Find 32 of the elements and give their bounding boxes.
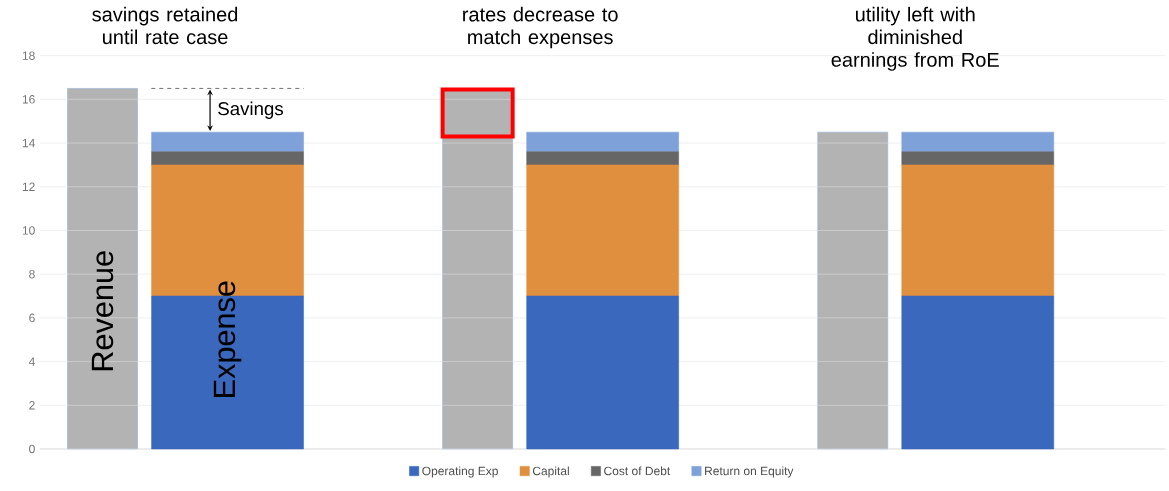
text: savings retained until rate case — [92, 6, 238, 45]
annotation: Savings — [218, 101, 283, 119]
text: rates decrease to match expenses — [463, 6, 618, 49]
y-tick-label: 18 — [22, 51, 35, 60]
bar — [151, 151, 304, 166]
bar — [901, 131, 1055, 153]
bar — [526, 131, 679, 153]
legend-label: Operating Exp — [422, 466, 498, 478]
y-tick-label: 16 — [22, 95, 35, 104]
y-tick-label: 4 — [28, 357, 35, 366]
bar — [901, 295, 1055, 450]
legend-label: Capital — [532, 466, 569, 478]
bar — [151, 131, 304, 153]
y-tick-label: 14 — [22, 138, 35, 148]
y-tick-label: 2 — [29, 401, 35, 410]
legend-label: Return on Equity — [705, 466, 794, 478]
y-tick-label: 10 — [22, 226, 35, 235]
annotation: Revenue — [91, 251, 114, 371]
bar — [67, 88, 138, 450]
bar — [526, 164, 679, 297]
bar — [817, 131, 889, 450]
y-tick-label: 0 — [29, 444, 35, 454]
bar — [526, 295, 679, 450]
y-tick-label: 8 — [29, 269, 35, 279]
bar — [901, 164, 1055, 297]
annotation: utility left with diminished earnings from RoE — [831, 6, 999, 71]
y-tick-label: 6 — [29, 313, 35, 323]
annotation: Expense — [213, 281, 242, 397]
bar — [526, 151, 679, 166]
y-tick-label: 12 — [22, 182, 35, 191]
bar — [901, 151, 1055, 166]
legend-label: Cost of Debt — [604, 466, 671, 476]
